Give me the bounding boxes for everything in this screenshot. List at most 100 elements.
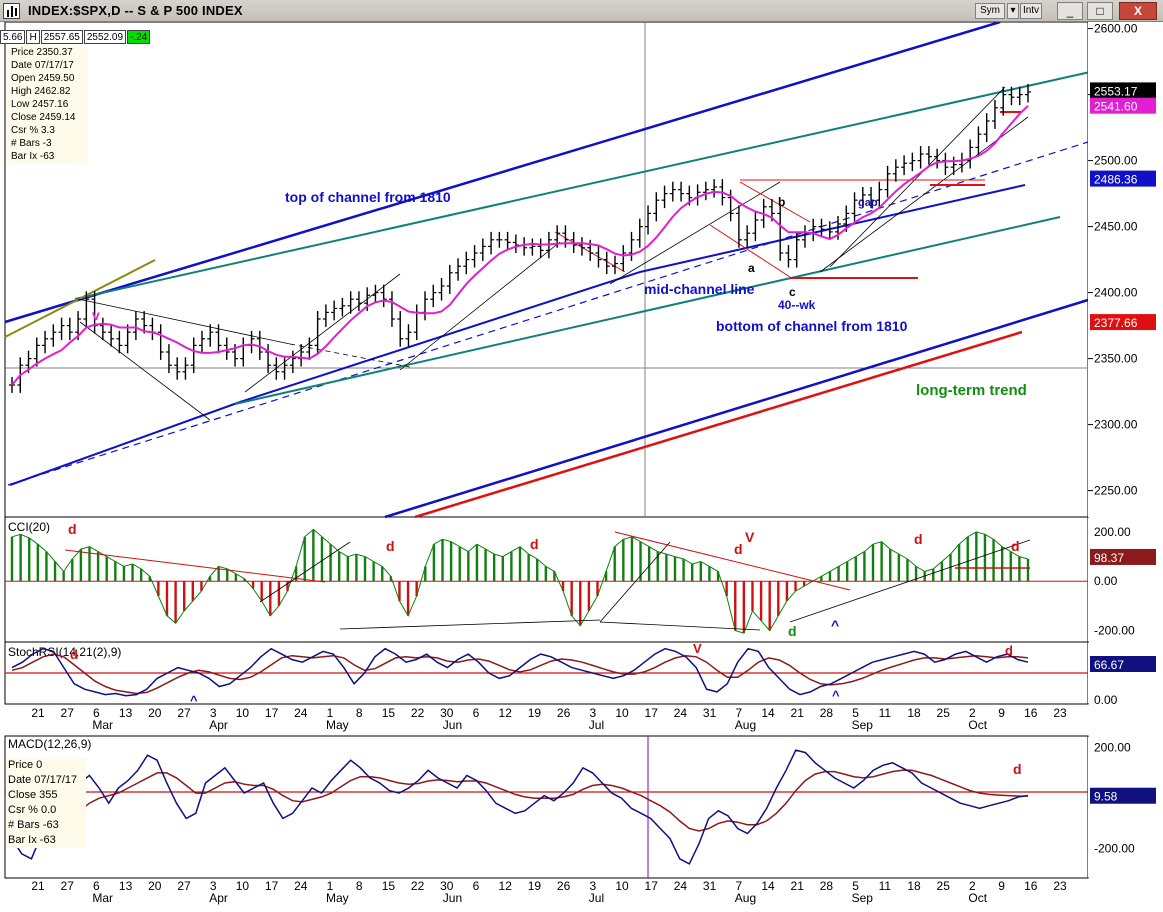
cci-d-2: d [386,538,395,554]
annotation-gap: gap [858,197,878,209]
date-day-label: 13 [119,879,133,893]
interval-button[interactable]: Intv [1020,3,1042,19]
date-day-label: 12 [499,879,513,893]
date-day-label: 8 [356,879,363,893]
cci-caret: ^ [831,617,839,633]
date-day-label: 21 [31,706,45,720]
cci-line [11,528,1029,634]
lower-teal-line [234,216,1061,405]
date-day-label: 24 [294,879,308,893]
date-day-label: 11 [879,879,892,893]
date-day-label: 30 [440,706,454,720]
date-day-label: 21 [791,879,805,893]
macd-line [11,749,1029,865]
date-day-label: 17 [645,879,659,893]
date-day-label: 8 [356,706,363,720]
price-tag-label: 2541.60 [1094,100,1138,114]
ohlc-close-value: 2552.09 [83,30,127,44]
stoch-caret-2: ^ [832,688,840,703]
lower-blue-curve-2 [239,271,641,403]
date-day-label: 15 [382,879,396,893]
date-month-label: Apr [209,718,228,732]
stoch-axis-bg [1088,643,1163,703]
wedge-upper-line [77,298,291,345]
cci-tag-label: 98.37 [1094,551,1124,565]
cci-tick-label: 200.00 [1094,525,1131,539]
date-day-label: 14 [761,879,775,893]
macd-info-row: Bar Ix -63 [8,834,56,846]
date-day-label: 3 [210,879,217,893]
maximize-button[interactable]: □ [1087,2,1113,20]
date-axis-bg [0,879,1163,907]
ohlc-high-label: H [26,30,40,44]
date-day-label: 6 [93,879,100,893]
date-month-label: Mar [92,718,113,732]
date-day-label: 18 [907,879,921,893]
date-day-label: 10 [615,706,629,720]
stochrsi-signal-line [11,653,1029,695]
date-day-label: 25 [937,879,951,893]
cci-d-green: d [788,623,797,639]
stochrsi-y-axis: 0.00 [1088,643,1163,707]
info-row: Price 2350.37 [11,47,73,58]
info-row: Close 2459.14 [11,112,76,123]
info-row: Bar Ix -63 [11,151,55,162]
chart-canvas: 2600.002550.002500.002450.002400.002350.… [0,20,1163,907]
price-tag-box [1090,314,1156,331]
date-day-label: 23 [1053,706,1067,720]
macd-signal-line [11,769,1028,837]
date-month-label: Sep [852,718,874,732]
rise-line-2 [399,241,561,371]
price-tick-label: 2300.00 [1094,418,1138,432]
window-titlebar: INDEX:$SPX,D -- S & P 500 INDEX Sym ▾ In… [0,0,1163,22]
date-day-label: 27 [177,879,191,893]
ohlc-strip: 5.66 H 2557.65 2552.09 -.24 [0,30,151,44]
date-month-label: Aug [735,891,756,905]
date-day-label: 15 [382,706,396,720]
annotation-mid-channel: mid-channel line [644,281,755,297]
mid-channel-dashed-line [7,141,1089,486]
cci-d-1: d [68,521,77,537]
symbol-button[interactable]: Sym [975,3,1005,19]
date-day-label: 2 [969,706,976,720]
ohlc-left-value: 5.66 [0,30,26,44]
date-day-label: 18 [907,706,921,720]
date-day-label: 6 [473,706,480,720]
lower-blue-curve-3 [639,184,1026,273]
close-button[interactable]: X [1119,2,1157,20]
macd-panel-frame [4,735,1089,879]
symbol-dropdown-icon[interactable]: ▾ [1007,3,1019,19]
date-day-label: 7 [735,879,742,893]
date-day-label: 2 [969,879,976,893]
macd-d: d [1013,761,1022,777]
date-day-label: 28 [820,706,834,720]
stochrsi-title: StochRSI(14,21(2),9) [8,645,121,659]
date-day-label: 28 [820,879,834,893]
date-day-label: 14 [761,706,775,720]
date-day-label: 9 [998,706,1005,720]
annotation-40wk: 40--wk [778,298,816,312]
cci-red-line-2 [614,531,851,591]
date-day-label: 27 [177,706,191,720]
cci-d-4: d [734,541,743,557]
cci-tick-label: 0.00 [1094,574,1118,588]
date-month-label: Oct [968,891,987,905]
macd-info-row: # Bars -63 [8,819,59,831]
ohlc-change-value: -.24 [127,30,151,44]
price-tag-label: 2553.17 [1094,84,1138,98]
date-day-label: 26 [557,879,571,893]
ohlc-high-value: 2557.65 [40,30,83,44]
date-month-label: Apr [209,891,228,905]
minimize-button[interactable]: _ [1057,2,1083,20]
date-day-label: 16 [1024,879,1038,893]
bottom-channel-line [384,298,1089,519]
chart-area: 2600.002550.002500.002450.002400.002350.… [0,20,1163,912]
stoch-v: V [693,641,702,656]
price-tags: 2553.17 2541.60 2486.36 2377.66 [1090,82,1156,331]
price-tick-label: 2500.00 [1094,154,1138,168]
date-month-label: Mar [92,891,113,905]
date-day-label: 21 [791,706,805,720]
window-title: INDEX:$SPX,D -- S & P 500 INDEX [28,3,243,18]
date-day-label: 27 [61,706,75,720]
price-tick-label: 2350.00 [1094,352,1138,366]
